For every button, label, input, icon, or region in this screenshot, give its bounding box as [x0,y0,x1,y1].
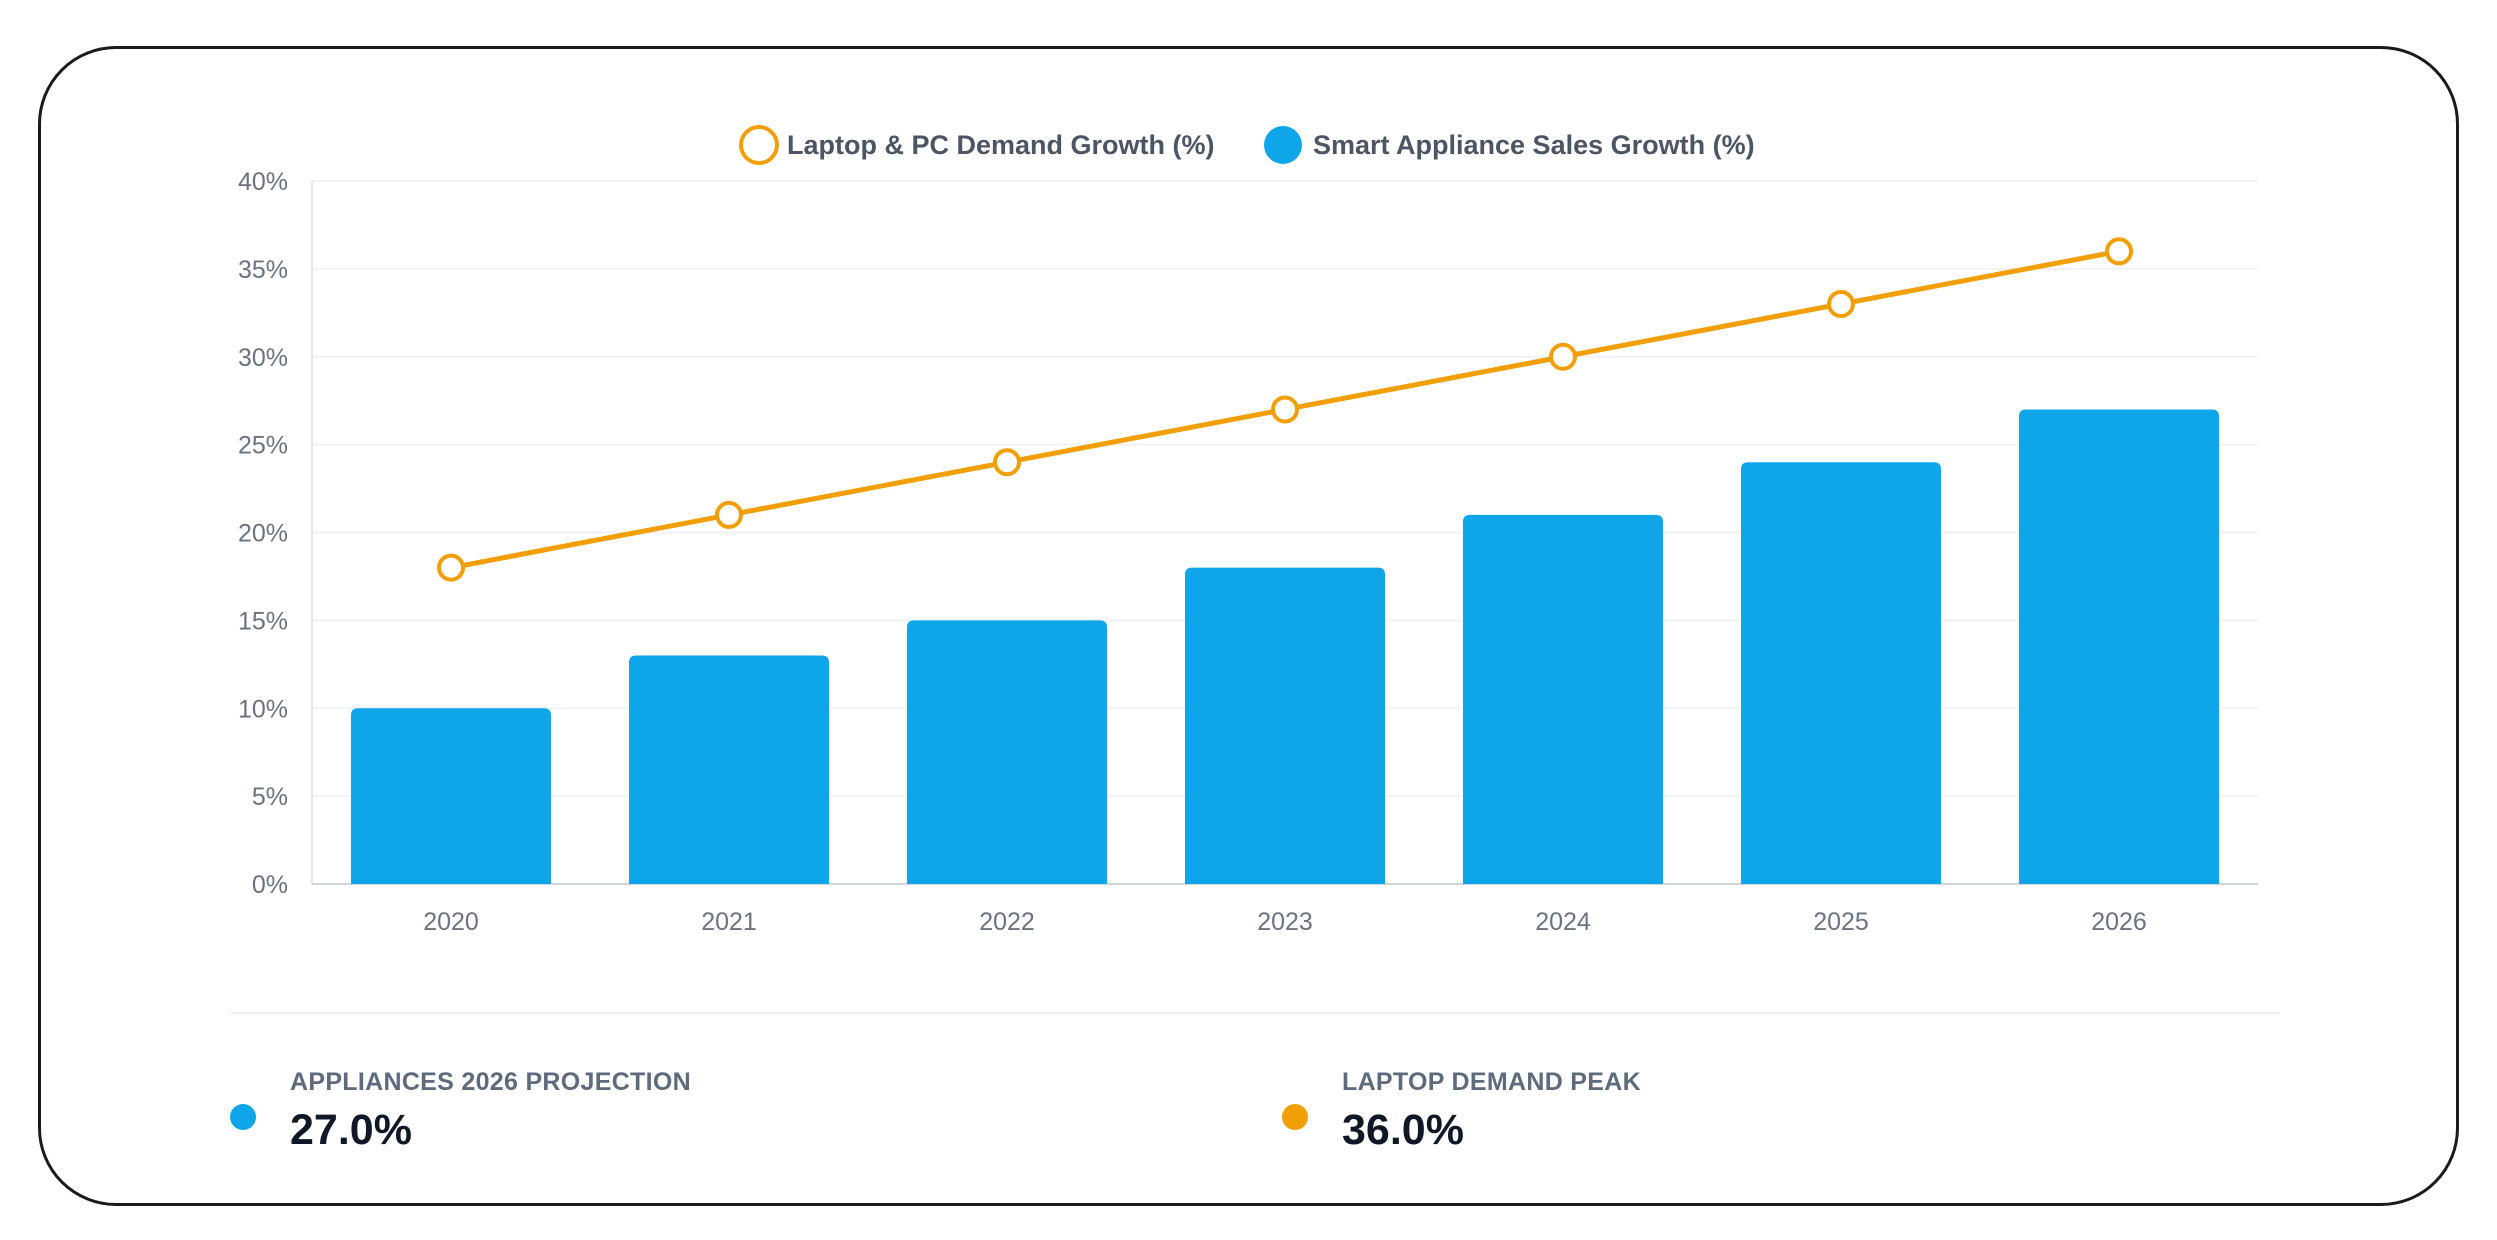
line-point-2020 [437,553,465,582]
y-tick-label: 15% [238,607,288,635]
bar-2023 [1185,567,1385,884]
legend-line-marker-icon [739,125,779,165]
y-tick-label: 20% [238,520,288,548]
y-tick-label: 10% [238,695,288,723]
appliances-projection-value: 27.0% [290,1106,412,1154]
laptop-peak-label: LAPTOP DEMAND PEAK [1342,1068,1641,1096]
y-tick-label: 5% [252,783,288,811]
laptop-peak-value: 36.0% [1342,1106,1464,1154]
bar-2020 [351,708,551,884]
divider [230,1012,2280,1014]
x-tick-label: 2023 [1257,908,1313,936]
x-tick-label: 2020 [423,908,479,936]
y-tick-label: 40% [238,168,288,196]
x-tick-label: 2024 [1535,908,1591,936]
x-tick-label: 2025 [1813,908,1869,936]
line-point-2021 [715,500,743,529]
bar-2026 [2019,409,2219,884]
appliances-dot-icon [230,1104,256,1130]
bar-2024 [1463,514,1663,884]
bar-2022 [907,620,1107,884]
laptop-dot-icon [1282,1104,1308,1130]
bar-2025 [1741,462,1941,884]
x-tick-label: 2021 [701,908,757,936]
legend-appliance-label: Smart Appliance Sales Growth (%) [1313,130,1755,160]
legend-bar-marker-icon [1264,126,1302,164]
y-tick-label: 35% [238,256,288,284]
appliances-projection-label: APPLIANCES 2026 PROJECTION [290,1068,691,1096]
line-point-2024 [1549,342,1577,371]
y-tick-label: 30% [238,344,288,372]
x-tick-label: 2022 [979,908,1035,936]
x-tick-label: 2026 [2091,908,2147,936]
y-tick-label: 0% [252,871,288,899]
legend-laptop-label: Laptop & PC Demand Growth (%) [787,130,1215,160]
line-point-2023 [1271,395,1299,424]
line-point-2026 [2105,237,2133,266]
bar-2021 [629,655,829,884]
line-point-2025 [1827,290,1855,319]
line-point-2022 [993,448,1021,477]
y-tick-label: 25% [238,432,288,460]
